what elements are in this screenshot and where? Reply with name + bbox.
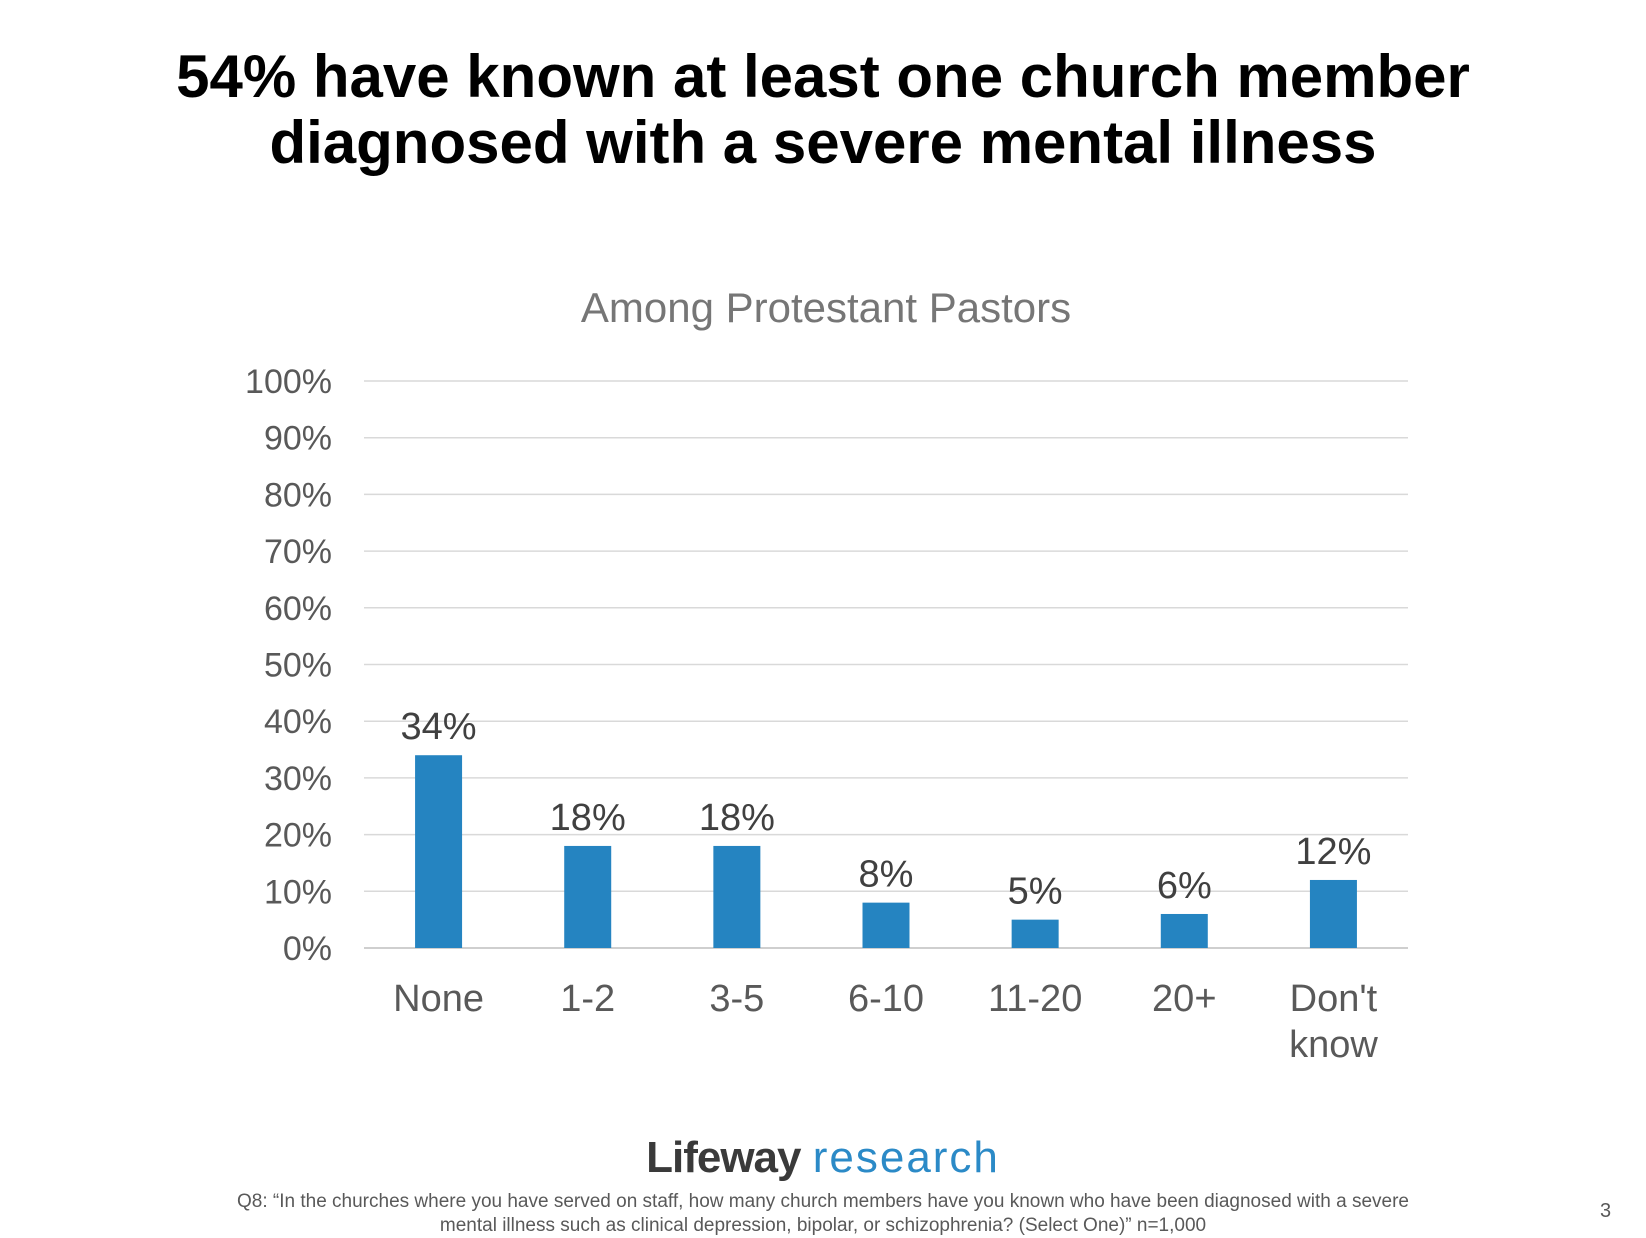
page-number: 3	[1600, 1200, 1612, 1222]
y-tick-label: 60%	[264, 590, 332, 628]
footnote-line-2: mental illness such as clinical depressi…	[439, 1215, 1207, 1236]
data-label: 18%	[699, 797, 775, 839]
slide-title-line-2: diagnosed with a severe mental illness	[269, 109, 1377, 176]
data-label: 6%	[1157, 865, 1212, 907]
x-tick-label: 6-10	[848, 978, 924, 1020]
x-tick-label: 11-20	[988, 978, 1082, 1020]
bar	[862, 902, 910, 948]
data-label: 34%	[401, 706, 477, 748]
bar	[1160, 913, 1208, 948]
slide-title: 54% have known at least one church membe…	[0, 44, 1646, 176]
bar-chart: Among Protestant Pastors 0% 10% 20% 30% 40% 5…	[245, 284, 1408, 1066]
logo-research-text: research	[812, 1133, 1000, 1182]
y-axis-tick-labels: 0% 10% 20% 30% 40% 50% 60% 70% 80% 90% 100%	[245, 363, 332, 968]
x-axis-tick-labels: None 1-2 3-5 6-10 11-20 20+ Don't know	[393, 978, 1378, 1066]
x-tick-label: Don't know	[1289, 978, 1378, 1066]
footnote-line-1: Q8: “In the churches where you have serv…	[237, 1191, 1409, 1212]
x-tick-label: 20+	[1152, 978, 1216, 1020]
data-label: 18%	[550, 797, 626, 839]
y-tick-label: 70%	[264, 533, 332, 571]
data-label: 12%	[1295, 831, 1371, 873]
y-tick-label: 90%	[264, 420, 332, 458]
chart-title: Among Protestant Pastors	[581, 284, 1071, 331]
x-tick-label: 3-5	[709, 978, 764, 1020]
y-tick-label: 40%	[264, 703, 332, 741]
x-tick-label: 1-2	[560, 978, 615, 1020]
bar	[1309, 879, 1357, 948]
bar	[564, 845, 612, 948]
lifeway-research-logo: Lifeway research	[0, 1134, 1646, 1182]
y-tick-label: 0%	[283, 930, 332, 968]
data-labels: 34% 18% 18% 8% 5% 6% 12%	[401, 706, 1372, 912]
y-tick-label: 20%	[264, 817, 332, 855]
bar	[415, 755, 463, 948]
y-tick-label: 100%	[245, 363, 332, 401]
x-tick-label: None	[393, 978, 484, 1020]
bar	[713, 845, 761, 948]
data-label: 8%	[859, 854, 914, 896]
y-tick-label: 30%	[264, 760, 332, 798]
gridlines	[364, 380, 1408, 949]
y-tick-label: 10%	[264, 873, 332, 911]
logo-lifeway-text: Lifeway	[646, 1133, 801, 1182]
y-tick-label: 50%	[264, 647, 332, 685]
y-tick-label: 80%	[264, 476, 332, 514]
slide-title-line-1: 54% have known at least one church membe…	[176, 43, 1470, 110]
bars	[415, 755, 1357, 948]
survey-question-footnote: Q8: “In the churches where you have serv…	[150, 1190, 1496, 1238]
data-label: 5%	[1008, 871, 1063, 913]
bar	[1011, 919, 1059, 948]
